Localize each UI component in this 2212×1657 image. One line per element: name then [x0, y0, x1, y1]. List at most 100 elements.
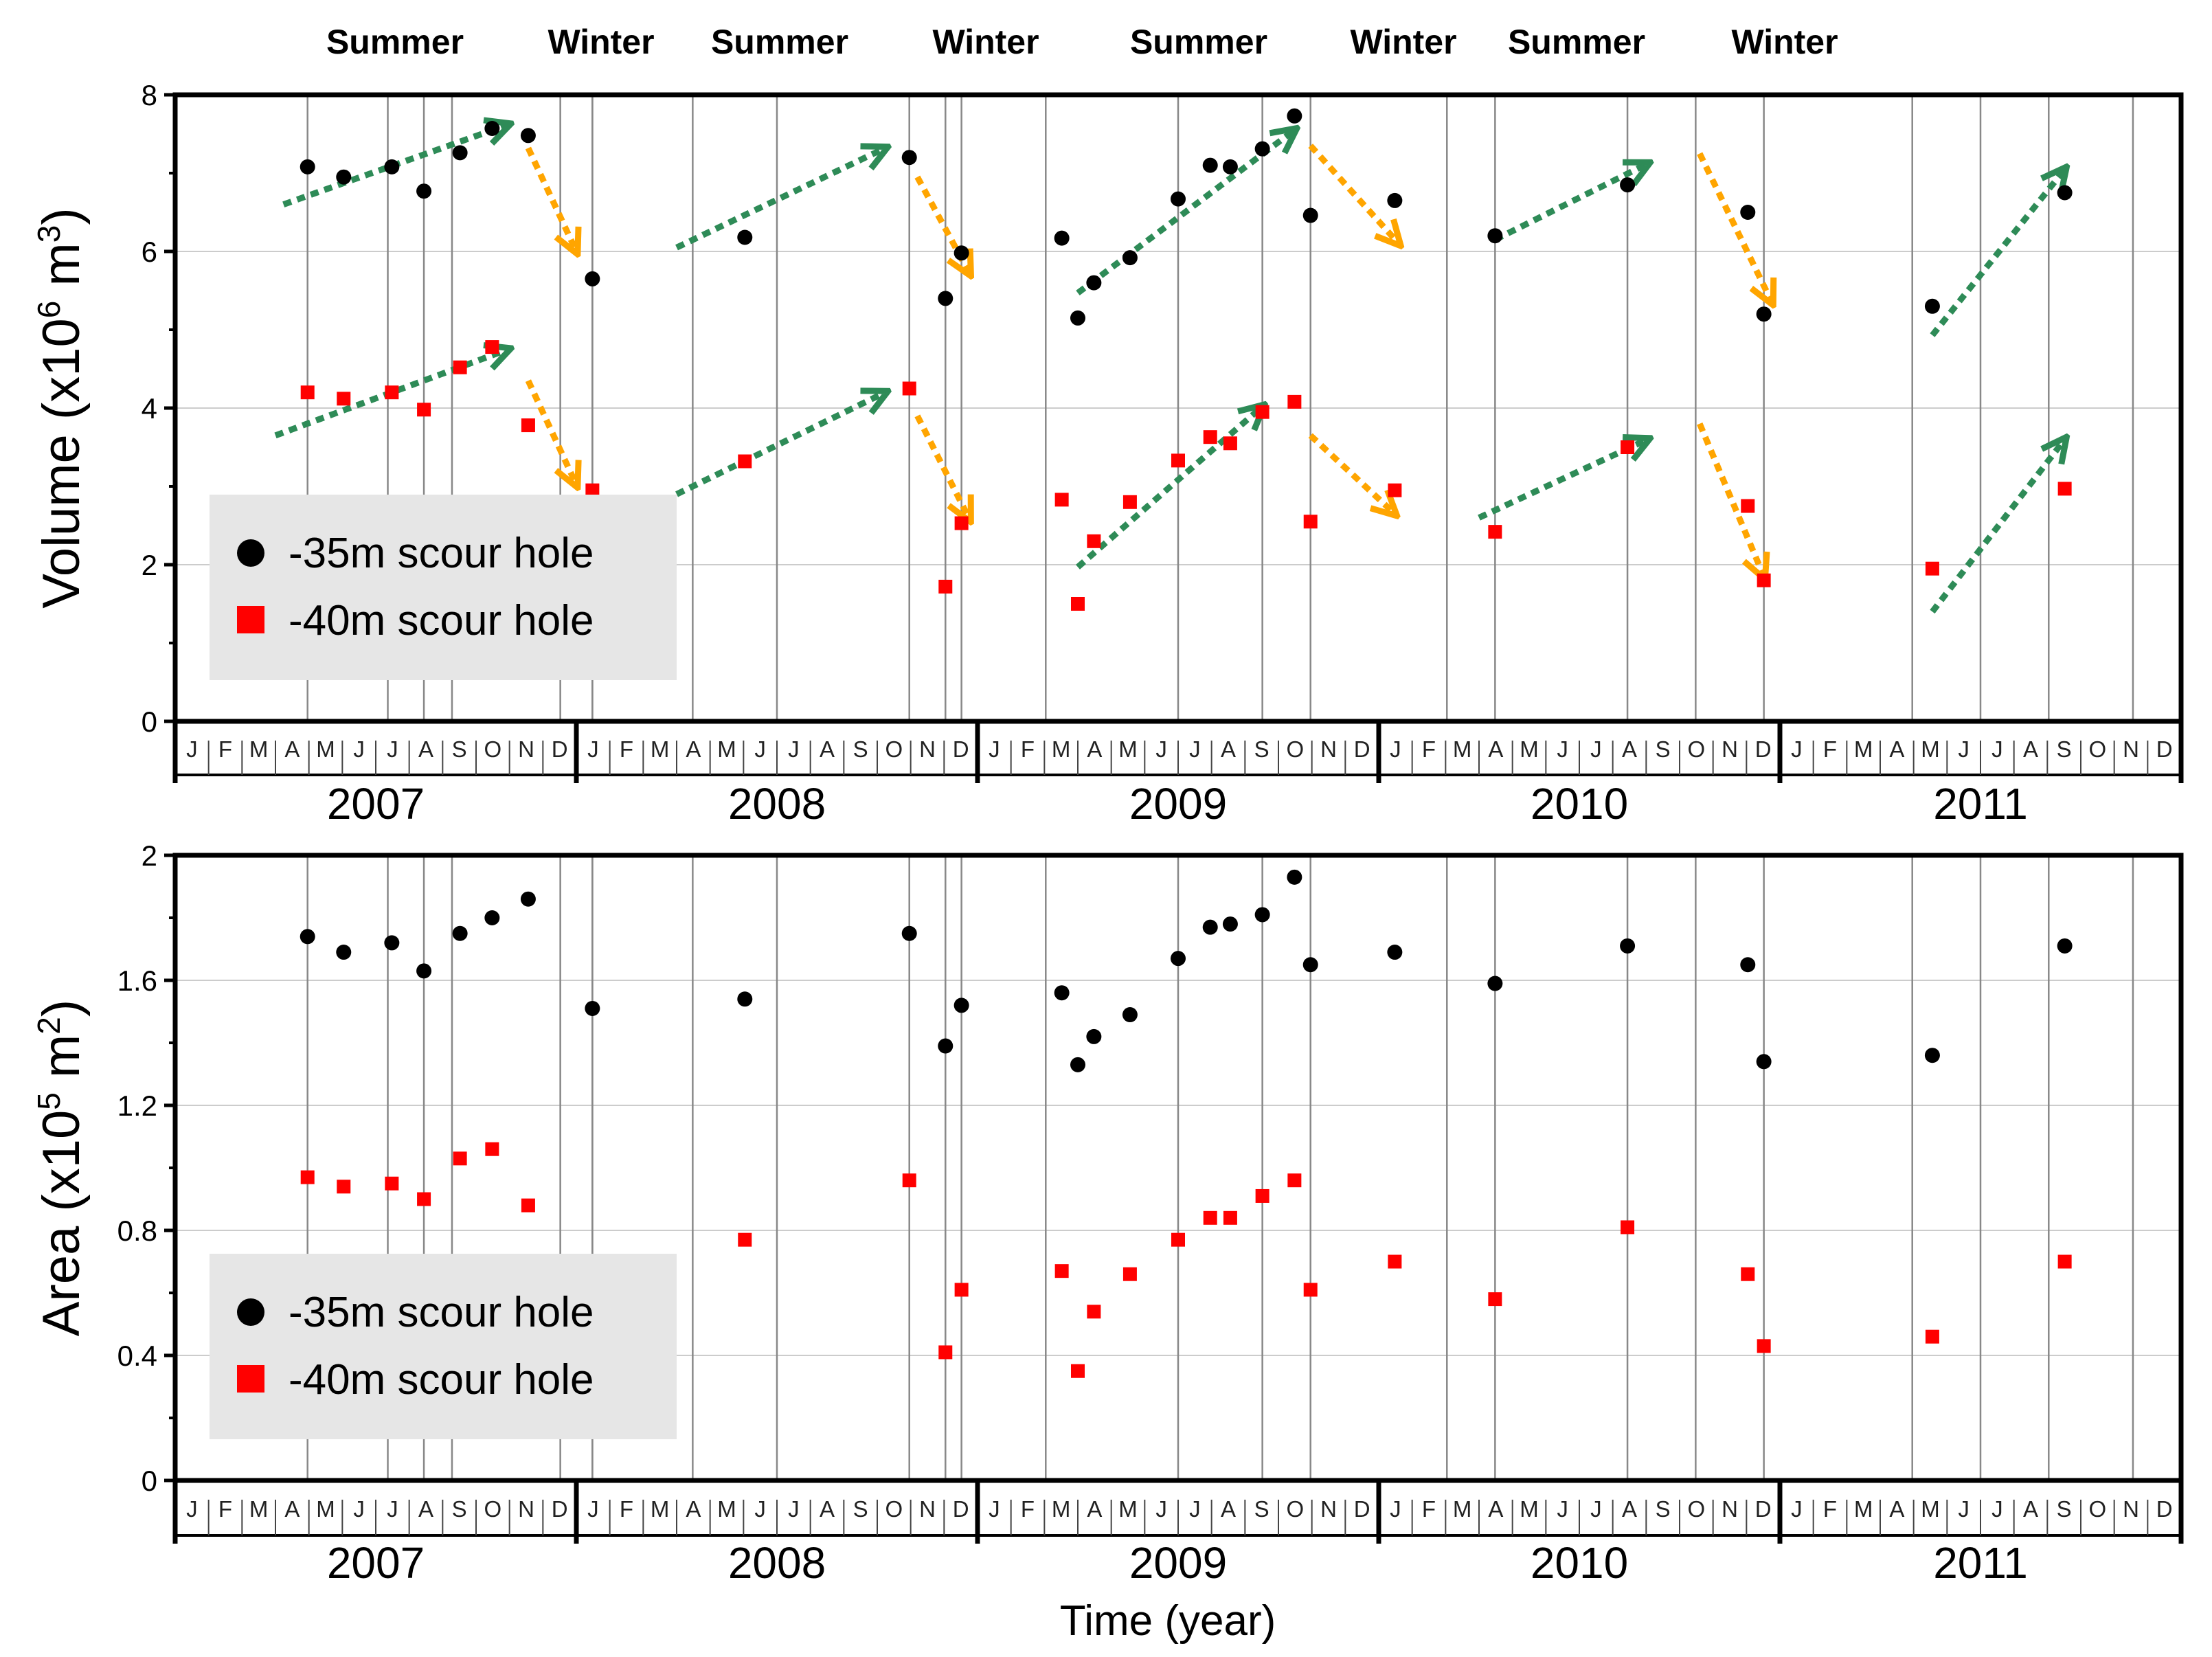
season-label: Summer — [1130, 23, 1267, 61]
year-label: 2011 — [1933, 779, 2028, 828]
data-point-35m — [1122, 1007, 1138, 1023]
data-point-40m — [1303, 1283, 1318, 1297]
season-label: Winter — [1350, 23, 1456, 61]
data-point-35m — [1086, 1028, 1102, 1044]
month-label: N — [518, 1496, 534, 1522]
data-point-35m — [416, 183, 432, 199]
month-label: N — [518, 736, 534, 762]
data-point-40m — [385, 385, 399, 400]
data-point-40m — [938, 579, 953, 594]
data-point-35m — [384, 159, 400, 174]
month-label: F — [218, 1496, 232, 1522]
data-point-40m — [417, 1192, 431, 1206]
month-label: J — [754, 1496, 766, 1522]
data-point-35m — [1202, 157, 1218, 173]
data-point-40m — [1621, 440, 1635, 454]
month-label: O — [484, 736, 501, 762]
data-point-35m — [1740, 205, 1756, 220]
month-label: A — [2023, 736, 2038, 762]
month-label: M — [1118, 736, 1138, 762]
data-point-40m — [1741, 499, 1755, 513]
month-label: A — [1221, 1496, 1236, 1522]
month-label: A — [1622, 736, 1637, 762]
data-point-35m — [1487, 976, 1503, 991]
data-point-40m — [300, 385, 315, 400]
data-point-40m — [485, 1142, 499, 1156]
month-label: J — [989, 1496, 1000, 1522]
y-tick-label: 0 — [142, 1465, 157, 1497]
data-point-40m — [1203, 1210, 1217, 1225]
month-label: M — [1854, 736, 1873, 762]
data-point-40m — [485, 340, 499, 354]
data-point-40m — [1388, 1254, 1402, 1269]
month-label: O — [2088, 736, 2106, 762]
legend-label-40m: -40m scour hole — [289, 1356, 594, 1404]
month-label: F — [1823, 736, 1837, 762]
month-label: D — [1755, 1496, 1772, 1522]
season-label: Winter — [548, 23, 654, 61]
month-label: O — [1687, 1496, 1705, 1522]
data-point-40m — [1925, 561, 1939, 576]
data-point-35m — [1302, 207, 1318, 223]
data-point-40m — [1223, 436, 1237, 451]
month-label: D — [1755, 736, 1772, 762]
data-point-40m — [1741, 1267, 1755, 1281]
data-point-35m — [1756, 1054, 1772, 1070]
month-label: M — [1453, 1496, 1472, 1522]
month-label: M — [249, 736, 269, 762]
data-point-35m — [300, 159, 315, 174]
month-label: J — [754, 736, 766, 762]
data-point-40m — [1287, 394, 1302, 409]
data-point-35m — [585, 1000, 600, 1016]
month-label: N — [1320, 736, 1337, 762]
data-point-40m — [1925, 1329, 1939, 1344]
month-label: J — [1189, 736, 1201, 762]
data-point-40m — [1122, 495, 1137, 509]
data-point-40m — [1087, 534, 1101, 548]
month-label: S — [1254, 736, 1269, 762]
data-point-40m — [1757, 1339, 1771, 1353]
month-label: O — [1286, 736, 1304, 762]
legend-label-35m: -35m scour hole — [289, 1289, 594, 1336]
month-label: M — [717, 1496, 736, 1522]
month-label: D — [1354, 736, 1370, 762]
month-label: M — [316, 1496, 335, 1522]
y-tick-label: 2 — [142, 839, 157, 872]
month-label: M — [717, 736, 736, 762]
month-label: F — [620, 736, 633, 762]
data-point-35m — [336, 945, 352, 960]
data-point-40m — [337, 392, 351, 406]
data-point-40m — [521, 1198, 535, 1213]
month-label: D — [552, 1496, 568, 1522]
data-point-35m — [901, 150, 917, 166]
month-label: A — [686, 1496, 701, 1522]
month-label: J — [1791, 1496, 1803, 1522]
data-point-40m — [1054, 1264, 1069, 1278]
data-point-35m — [336, 169, 352, 185]
data-point-35m — [300, 929, 315, 945]
year-label: 2011 — [1933, 1538, 2028, 1588]
data-point-40m — [1287, 1173, 1302, 1188]
data-point-35m — [416, 963, 432, 979]
month-label: M — [1854, 1496, 1873, 1522]
data-point-35m — [1070, 310, 1085, 326]
month-label: J — [587, 1496, 599, 1522]
increase-trend-arrow — [1493, 164, 1647, 243]
y-axis-title: Area (x105 m2) — [31, 1000, 91, 1336]
year-label: 2009 — [1129, 779, 1227, 828]
data-point-40m — [453, 360, 467, 374]
month-label: J — [1557, 1496, 1568, 1522]
season-label: Summer — [326, 23, 464, 61]
data-point-40m — [2057, 1254, 2072, 1269]
month-label: D — [2156, 1496, 2173, 1522]
month-label: J — [1557, 736, 1568, 762]
decrease-trend-arrow — [1697, 422, 1763, 576]
y-tick-label: 2 — [142, 549, 157, 581]
data-point-35m — [737, 991, 753, 1007]
month-label: J — [1958, 736, 1970, 762]
data-point-35m — [1254, 907, 1270, 923]
legend: -35m scour hole -40m scour hole — [210, 495, 677, 680]
month-label: S — [1656, 736, 1671, 762]
increase-trend-arrow — [675, 148, 885, 251]
